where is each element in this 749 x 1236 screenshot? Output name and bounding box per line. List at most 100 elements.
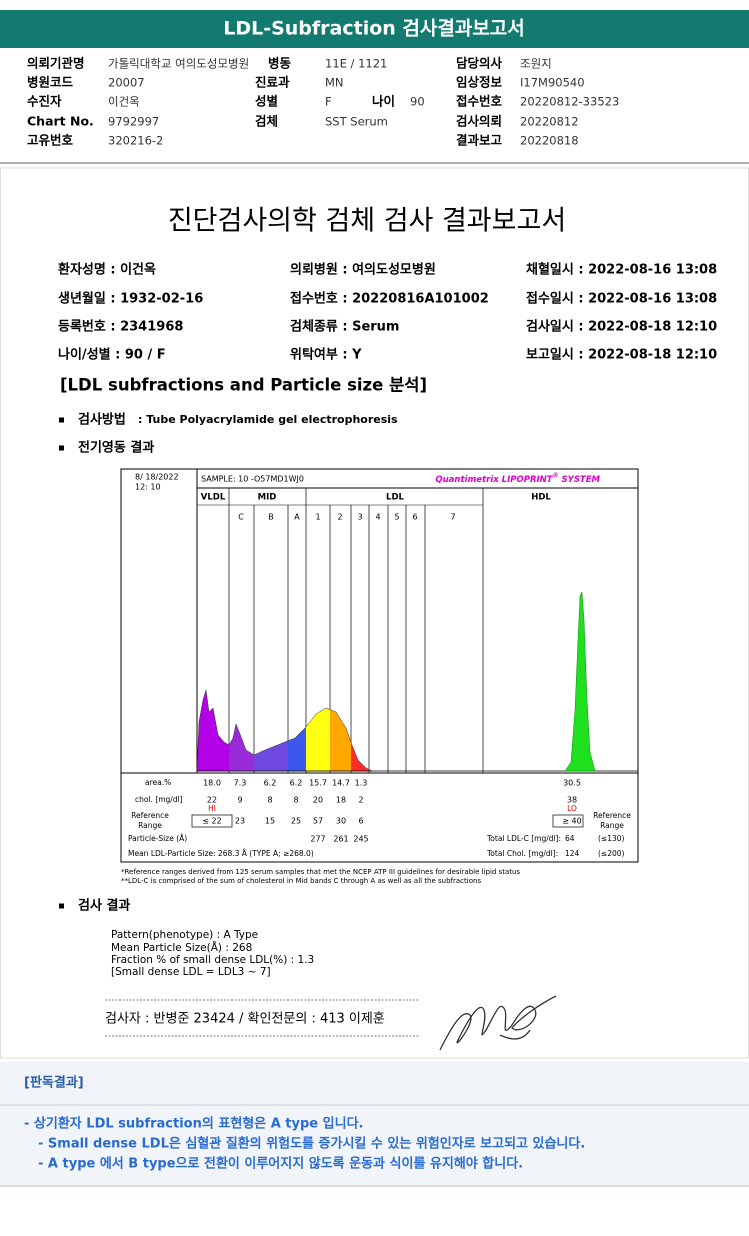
group-label: HDL bbox=[531, 493, 551, 503]
band-label: 7 bbox=[450, 513, 455, 522]
field-label: 나이 bbox=[372, 94, 395, 109]
row-label: area.% bbox=[145, 778, 171, 787]
brand-part: ® bbox=[553, 472, 559, 479]
panel-brand: Quantimetrix LIPOPRINT® SYSTEM bbox=[435, 472, 600, 485]
particle-value: 261 bbox=[333, 835, 348, 844]
bullet-label: 검사방법 bbox=[78, 412, 126, 428]
patient-item: 의뢰병원 : 여의도성모병원 bbox=[290, 262, 436, 278]
field-label: 고유번호 bbox=[27, 133, 74, 148]
patient-item: 생년월일 : 1932-02-16 bbox=[58, 291, 203, 307]
electrophoresis-panel bbox=[120, 468, 639, 863]
chol-value: 9 bbox=[237, 796, 242, 805]
interpretation-title: [판독결과] bbox=[24, 1075, 84, 1091]
field-label: 담당의사 bbox=[456, 56, 503, 71]
band-label: B bbox=[268, 513, 274, 522]
curve-outline bbox=[196, 689, 373, 772]
band-label: 2 bbox=[337, 513, 342, 522]
chol-value: 18 bbox=[336, 796, 346, 805]
curve-segment bbox=[306, 708, 330, 771]
field-value: 20220818 bbox=[520, 134, 579, 148]
bullet bbox=[59, 417, 64, 423]
field-value: 20007 bbox=[108, 76, 145, 90]
field-label: 접수번호 bbox=[456, 94, 503, 109]
row-label: Range bbox=[600, 821, 624, 830]
area-value: 6.2 bbox=[290, 779, 303, 788]
curve-segment bbox=[229, 724, 254, 771]
field-label: 수진자 bbox=[27, 94, 62, 109]
curve-segment bbox=[351, 742, 372, 771]
ref-value: 30 bbox=[336, 817, 346, 826]
field-value: 90 bbox=[410, 95, 425, 109]
densitometry-curve bbox=[196, 591, 638, 772]
ref-value: 23 bbox=[235, 817, 245, 826]
ref-box bbox=[552, 814, 584, 828]
field-label: 결과보고 bbox=[456, 133, 503, 148]
field-label: 검체 bbox=[255, 114, 278, 129]
curve-segment bbox=[197, 690, 229, 771]
method-text: : Tube Polyacrylamide gel electrophoresi… bbox=[138, 413, 398, 426]
band-label: 1 bbox=[315, 513, 320, 522]
row-label: Particle-Size (Å) bbox=[128, 834, 187, 843]
curve-segment bbox=[288, 727, 306, 771]
field-label: Chart No. bbox=[27, 114, 94, 129]
footnote: **LDL-C is comprised of the sum of chole… bbox=[121, 877, 481, 885]
total-label: Total Chol. [mg/dl]: bbox=[486, 849, 558, 858]
group-label: MID bbox=[258, 493, 277, 503]
result-line: Mean Particle Size(Å) : 268 bbox=[111, 941, 252, 954]
chol-flag: HI bbox=[208, 804, 216, 813]
band-label: 5 bbox=[394, 513, 399, 522]
panel-date: 8/ 18/2022 bbox=[135, 473, 179, 482]
field-value: 20220812-33523 bbox=[520, 95, 619, 109]
total-ref: (≤130) bbox=[598, 834, 625, 843]
ref-box bbox=[191, 814, 233, 828]
report-title: 진단검사의학 검체 검사 결과보고서 bbox=[168, 206, 566, 237]
field-value: 9792997 bbox=[108, 115, 159, 129]
mean-size: Mean LDL-Particle Size: 268.3 Å (TYPE A;… bbox=[128, 849, 314, 858]
patient-item: 접수일시 : 2022-08-16 13:08 bbox=[526, 291, 717, 307]
row-label: chol. [mg/dl] bbox=[135, 795, 183, 804]
field-value: I17M90540 bbox=[520, 76, 585, 90]
panel-sample: SAMPLE: 10 -O57MD1WJ0 bbox=[201, 475, 304, 484]
ref-value: 6 bbox=[358, 817, 363, 826]
field-label: 병원코드 bbox=[27, 75, 74, 90]
result-line: Fraction % of small dense LDL(%) : 1.3 bbox=[111, 954, 314, 966]
field-label: 진료과 bbox=[255, 75, 290, 90]
ref-value: 15 bbox=[265, 817, 275, 826]
band-label: A bbox=[294, 513, 300, 522]
curve-segment bbox=[330, 709, 351, 771]
bullet bbox=[59, 903, 64, 909]
interpretation-line: - 상기환자 LDL subfraction의 표현형은 A type 입니다. bbox=[24, 1116, 363, 1132]
field-label: 병동 bbox=[268, 56, 292, 71]
field-value: 320216-2 bbox=[108, 134, 163, 148]
footnote: *Reference ranges derived from 125 serum… bbox=[121, 868, 520, 876]
area-value: 30.5 bbox=[563, 779, 581, 788]
field-value: F bbox=[325, 95, 332, 109]
patient-item: 접수번호 : 20220816A101002 bbox=[290, 291, 489, 307]
area-value: 18.0 bbox=[203, 779, 221, 788]
patient-item: 채혈일시 : 2022-08-16 13:08 bbox=[526, 262, 717, 278]
header-bar bbox=[0, 10, 749, 48]
area-value: 14.7 bbox=[332, 779, 350, 788]
area-value: 6.2 bbox=[264, 779, 277, 788]
patient-item: 환자성명 : 이건옥 bbox=[58, 262, 156, 278]
patient-item: 검사일시 : 2022-08-18 12:10 bbox=[526, 319, 717, 335]
field-value: SST Serum bbox=[325, 115, 388, 129]
field-label: 임상정보 bbox=[456, 75, 503, 90]
group-label: VLDL bbox=[201, 493, 226, 503]
result-line: [Small dense LDL = LDL3 ~ 7] bbox=[111, 966, 271, 978]
chol-value: 8 bbox=[267, 796, 272, 805]
ref-value: ≥ 40 bbox=[562, 817, 581, 826]
total-value: 124 bbox=[565, 849, 580, 858]
section-title: [LDL subfractions and Particle size 분석] bbox=[60, 376, 427, 395]
group-label: LDL bbox=[386, 493, 404, 503]
area-value: 7.3 bbox=[234, 779, 247, 788]
chol-value: 20 bbox=[313, 796, 323, 805]
row-label: Reference bbox=[593, 811, 631, 820]
field-value: 이건옥 bbox=[108, 95, 140, 109]
field-value: 11E / 1121 bbox=[325, 57, 387, 71]
brand-part: SYSTEM bbox=[559, 475, 601, 485]
row-label: Range bbox=[138, 821, 162, 830]
interpretation-line: - A type 에서 B type으로 전환이 이루어지지 않도록 운동과 식… bbox=[38, 1156, 523, 1172]
particle-value: 245 bbox=[353, 835, 368, 844]
